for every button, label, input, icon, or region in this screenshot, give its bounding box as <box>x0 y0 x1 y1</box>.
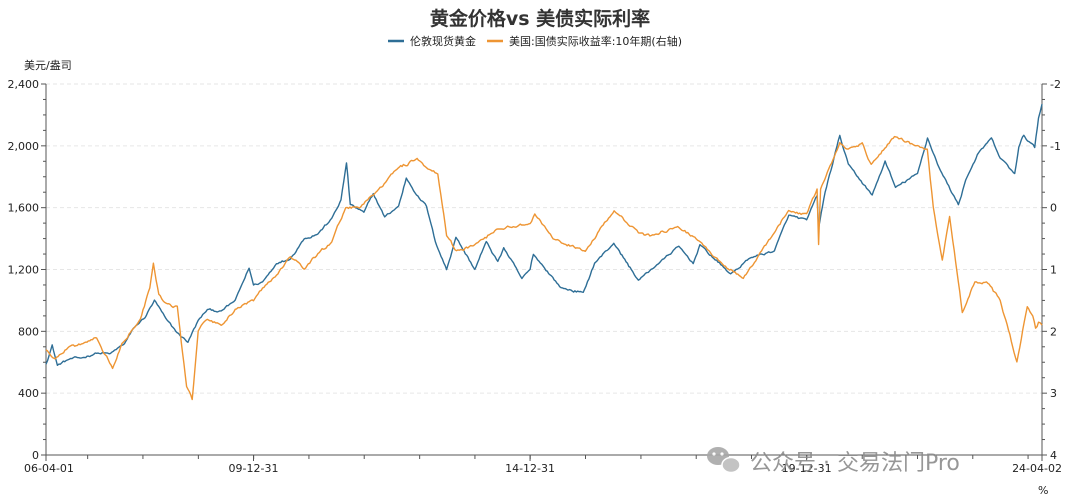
x-tick-label: 14-12-31 <box>505 462 555 475</box>
wechat-icon <box>707 447 741 474</box>
x-tick-label: 24-04-02 <box>1012 462 1062 475</box>
left-tick-label: 1,200 <box>8 264 40 277</box>
left-tick-label: 1,600 <box>8 202 40 215</box>
series-line-real-rate <box>45 135 1043 401</box>
left-tick-label: 2,400 <box>8 78 40 91</box>
series-layer <box>45 103 1043 401</box>
left-tick-label: 400 <box>18 387 39 400</box>
watermark: 公众号 · 交易法门Pro <box>707 447 960 476</box>
right-tick-label: 4 <box>1050 449 1057 462</box>
legend: 伦敦现货黄金 美国:国债实际收益率:10年期(右轴) <box>388 34 682 48</box>
legend-label-real-rate: 美国:国债实际收益率:10年期(右轴) <box>509 34 682 48</box>
left-tick-label: 0 <box>32 449 39 462</box>
right-tick-label: 0 <box>1050 202 1057 215</box>
right-tick-label: 2 <box>1050 325 1057 338</box>
x-tick-label: 09-12-31 <box>229 462 279 475</box>
chart-title: 黄金价格vs 美债实际利率 <box>430 7 650 30</box>
axes: 0 400 800 1,200 1,600 2,000 2,400 -2 -1 0 1 2 3 4 06-0… <box>8 78 1063 475</box>
series-line-gold-price <box>45 103 1043 366</box>
watermark-text: 公众号 · 交易法门Pro <box>750 451 960 476</box>
right-tick-label: 3 <box>1050 387 1057 400</box>
legend-label-gold: 伦敦现货黄金 <box>410 34 476 48</box>
right-tick-label: 1 <box>1050 264 1057 277</box>
right-tick-label: -2 <box>1050 78 1061 91</box>
x-tick-label: 19-12-31 <box>782 462 832 475</box>
right-axis-unit-label: % <box>1038 484 1048 497</box>
x-tick-label: 06-04-01 <box>24 462 74 475</box>
gridlines <box>46 83 1042 394</box>
left-tick-label: 800 <box>18 325 39 338</box>
right-tick-label: -1 <box>1050 140 1061 153</box>
left-axis-unit-label: 美元/盎司 <box>24 58 72 72</box>
left-tick-label: 2,000 <box>8 140 40 153</box>
